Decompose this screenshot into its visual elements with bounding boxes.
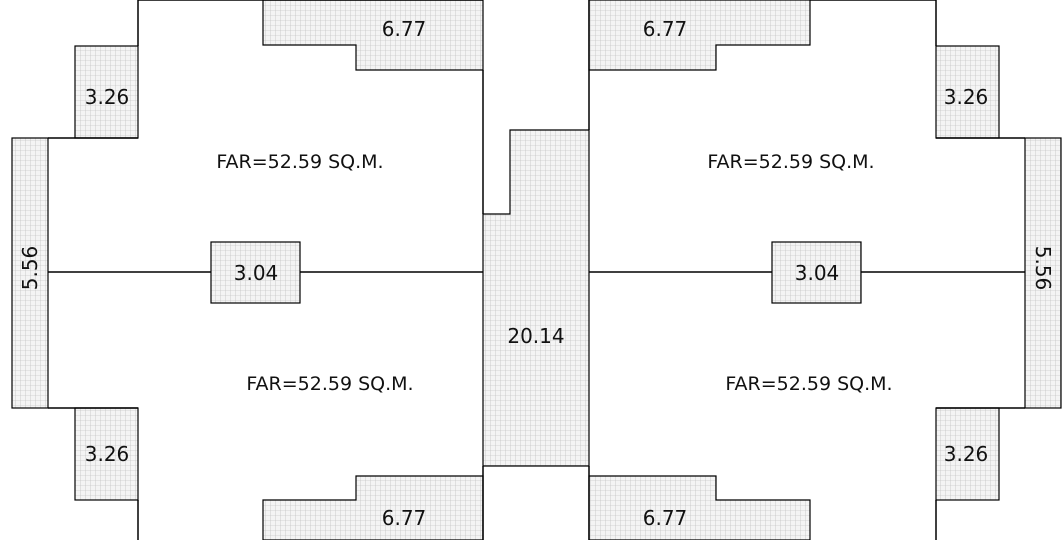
right-unit-outline xyxy=(588,0,1025,540)
left-side-strip xyxy=(11,137,49,409)
area-label-left-lower-bay: 3.26 xyxy=(85,442,130,466)
area-label-left-side-strip: 5.56 xyxy=(18,246,42,291)
far-label-top-right: FAR=52.59 SQ.M. xyxy=(707,151,874,173)
top-left-balcony xyxy=(262,0,484,71)
area-label-central-core: 20.14 xyxy=(507,324,564,348)
area-label-right-center-box: 3.04 xyxy=(795,261,840,285)
area-label-top-left-balcony: 6.77 xyxy=(382,17,427,41)
area-label-bottom-right-balcony: 6.77 xyxy=(643,506,688,530)
area-label-left-center-box: 3.04 xyxy=(234,261,279,285)
far-label-bottom-left: FAR=52.59 SQ.M. xyxy=(246,373,413,395)
right-side-strip xyxy=(1024,137,1062,409)
bottom-left-balcony xyxy=(262,475,484,540)
top-right-balcony xyxy=(588,0,811,71)
bottom-right-balcony xyxy=(588,475,811,540)
area-label-right-upper-bay: 3.26 xyxy=(944,85,989,109)
right-lower-bay xyxy=(935,407,1000,501)
far-label-top-left: FAR=52.59 SQ.M. xyxy=(216,151,383,173)
left-unit-outline xyxy=(48,0,484,540)
left-upper-bay xyxy=(74,45,139,139)
central-core xyxy=(482,129,590,467)
area-label-bottom-left-balcony: 6.77 xyxy=(382,506,427,530)
area-label-right-side-strip: 5.56 xyxy=(1031,246,1055,291)
area-label-right-lower-bay: 3.26 xyxy=(944,442,989,466)
far-label-bottom-right: FAR=52.59 SQ.M. xyxy=(725,373,892,395)
left-lower-bay xyxy=(74,407,139,501)
area-label-top-right-balcony: 6.77 xyxy=(643,17,688,41)
area-label-left-upper-bay: 3.26 xyxy=(85,85,130,109)
left-center-box xyxy=(210,241,301,304)
